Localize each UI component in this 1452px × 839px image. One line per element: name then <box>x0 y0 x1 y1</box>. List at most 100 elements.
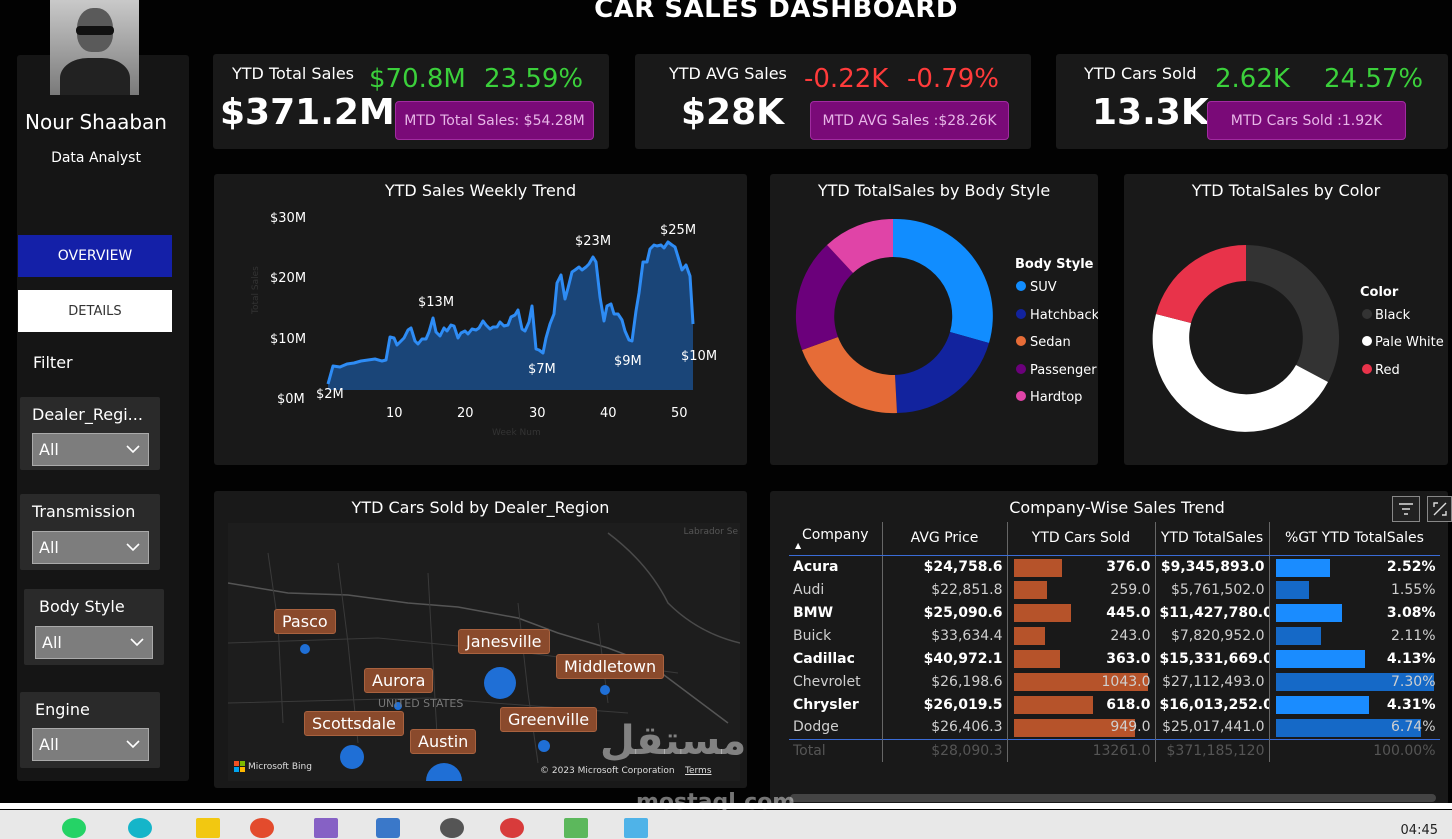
legend-title: Color <box>1360 285 1399 300</box>
body-style-dropdown[interactable]: All <box>35 626 153 659</box>
dropdown-value: All <box>39 735 59 754</box>
dealer-region-dropdown[interactable]: All <box>32 433 149 466</box>
cell-pct-total: 100.00% <box>1269 739 1440 762</box>
filter-icon[interactable] <box>1392 496 1420 522</box>
color-card: YTD TotalSales by Color Color Black Pale… <box>1124 174 1448 465</box>
cell-avg-price: $24,758.6 <box>882 555 1008 578</box>
chevron-down-icon <box>126 445 140 454</box>
table-row[interactable]: Chevrolet $26,198.6 1043.0 $27,112,493.0 7.3… <box>789 670 1440 693</box>
app-icon[interactable] <box>624 818 648 838</box>
dropdown-value: All <box>42 633 62 652</box>
map-bubble[interactable] <box>538 740 550 752</box>
data-bar <box>1275 719 1422 737</box>
city-label: Pasco <box>274 609 336 634</box>
database-icon[interactable] <box>376 818 400 838</box>
column-header-cars-sold[interactable]: YTD Cars Sold <box>1007 522 1156 556</box>
focus-mode-icon[interactable] <box>1427 496 1452 522</box>
cell-pct-total: 2.11% <box>1269 624 1440 647</box>
map-provider-label: Microsoft Bing <box>248 761 312 772</box>
dropdown-value: All <box>39 538 59 557</box>
app-icon[interactable] <box>500 818 524 838</box>
column-header-company[interactable]: Company ▲ <box>789 522 883 556</box>
table-row[interactable]: Cadillac $40,972.1 363.0 $15,331,669.0 4.13% <box>789 647 1440 670</box>
map-corner-label: Labrador Se <box>683 527 739 537</box>
column-header-total-sales[interactable]: YTD TotalSales <box>1155 522 1270 556</box>
map-bubble[interactable] <box>300 644 310 654</box>
legend-item: Black <box>1375 308 1411 323</box>
chart-title: YTD Cars Sold by Dealer_Region <box>351 498 610 517</box>
engine-slicer: Engine All <box>20 692 160 768</box>
dropdown-value: All <box>39 440 59 459</box>
city-label: Aurora <box>364 668 434 693</box>
transmission-slicer: Transmission All <box>20 494 160 570</box>
map-bubble[interactable] <box>426 763 462 781</box>
cell-cars-sold: 363.0 <box>1007 647 1156 670</box>
dealer-region-map[interactable]: Labrador Se Pasco Janesville Middletown … <box>228 523 740 781</box>
transmission-dropdown[interactable]: All <box>32 531 149 564</box>
map-bubble[interactable] <box>394 702 402 710</box>
map-bubble[interactable] <box>340 745 364 769</box>
engine-dropdown[interactable]: All <box>32 728 149 761</box>
data-bar <box>1013 627 1045 645</box>
table-row[interactable]: Acura $24,758.6 376.0 $9,345,893.0 2.52% <box>789 555 1440 578</box>
data-bar <box>1013 696 1093 714</box>
data-bar <box>1275 696 1369 714</box>
cell-pct-total: 2.52% <box>1269 555 1440 578</box>
map-bubble[interactable] <box>484 667 516 699</box>
kpi-card-total-sales: YTD Total Sales $371.2M $70.8M 23.59% MT… <box>213 54 609 149</box>
whatsapp-icon[interactable] <box>62 818 86 838</box>
legend-dot <box>1016 336 1026 346</box>
city-label: Greenville <box>500 707 598 732</box>
visual-studio-icon[interactable] <box>314 818 338 838</box>
dealer-region-slicer: Dealer_Regi... All <box>20 397 160 470</box>
data-label: $13M <box>418 295 454 310</box>
column-header-pct-total[interactable]: %GT YTD TotalSales <box>1269 522 1440 556</box>
table-row[interactable]: BMW $25,090.6 445.0 $11,427,780.0 3.08% <box>789 601 1440 624</box>
details-button[interactable]: DETAILS <box>18 290 172 332</box>
table-row[interactable]: Buick $33,634.4 243.0 $7,820,952.0 2.11% <box>789 624 1440 647</box>
cell-total-sales: $9,345,893.0 <box>1155 555 1270 578</box>
table-header-row: Company ▲ AVG Price YTD Cars Sold YTD Tot… <box>789 522 1440 556</box>
window-bottom-border <box>0 803 1452 809</box>
table-row[interactable]: Audi $22,851.8 259.0 $5,761,502.0 1.55% <box>789 578 1440 601</box>
kpi-change-percent: 23.59% <box>484 64 584 94</box>
table-total-row[interactable]: Total $28,090.3 13261.0 $371,185,120 100.00% <box>789 739 1440 762</box>
chevron-down-icon <box>126 740 140 749</box>
cell-company: Cadillac <box>789 647 883 670</box>
kpi-change-value: 2.62K <box>1215 64 1290 94</box>
cell-cars-sold: 1043.0 <box>1007 670 1156 693</box>
map-bubble[interactable] <box>600 685 610 695</box>
table-horizontal-scrollbar[interactable] <box>790 794 1436 802</box>
map-terms-link[interactable]: Terms <box>685 766 712 776</box>
slicer-label: Engine <box>35 700 90 719</box>
cell-cars-sold: 259.0 <box>1007 578 1156 601</box>
body-style-slicer: Body Style All <box>24 589 164 665</box>
donut-slice-hatchback <box>895 332 989 413</box>
kpi-value: $28K <box>681 92 785 133</box>
avatar <box>50 0 139 95</box>
kpi-change-percent: 24.57% <box>1324 64 1424 94</box>
company-sales-table[interactable]: Company ▲ AVG Price YTD Cars Sold YTD Tot… <box>789 522 1440 794</box>
power-bi-icon[interactable] <box>196 818 220 838</box>
filter-heading: Filter <box>33 353 73 372</box>
app-icon[interactable] <box>128 818 152 838</box>
overview-button[interactable]: OVERVIEW <box>18 235 172 277</box>
data-label: $23M <box>575 234 611 249</box>
y-tick: $10M <box>270 332 306 347</box>
cell-company: BMW <box>789 601 883 624</box>
gear-icon[interactable] <box>440 818 464 838</box>
table-row[interactable]: Chrysler $26,019.5 618.0 $16,013,252.0 4.31% <box>789 693 1440 716</box>
cell-total-sales: $25,017,441.0 <box>1155 716 1270 739</box>
legend-dot <box>1016 391 1026 401</box>
data-bar <box>1275 650 1365 668</box>
x-axis-label: Week Num <box>492 428 541 438</box>
weekly-trend-card: YTD Sales Weekly Trend $30M $20M $10M $0… <box>214 174 747 465</box>
color-donut: Color Black Pale White Red <box>1152 244 1444 432</box>
taskbar-clock: 04:45 <box>1400 823 1438 838</box>
app-icon[interactable] <box>564 818 588 838</box>
chrome-icon[interactable] <box>250 818 274 838</box>
kpi-label: YTD Total Sales <box>232 64 354 83</box>
column-header-avg-price[interactable]: AVG Price <box>882 522 1008 556</box>
legend-item: Hatchback <box>1030 308 1098 323</box>
table-row[interactable]: Dodge $26,406.3 949.0 $25,017,441.0 6.74% <box>789 716 1440 739</box>
